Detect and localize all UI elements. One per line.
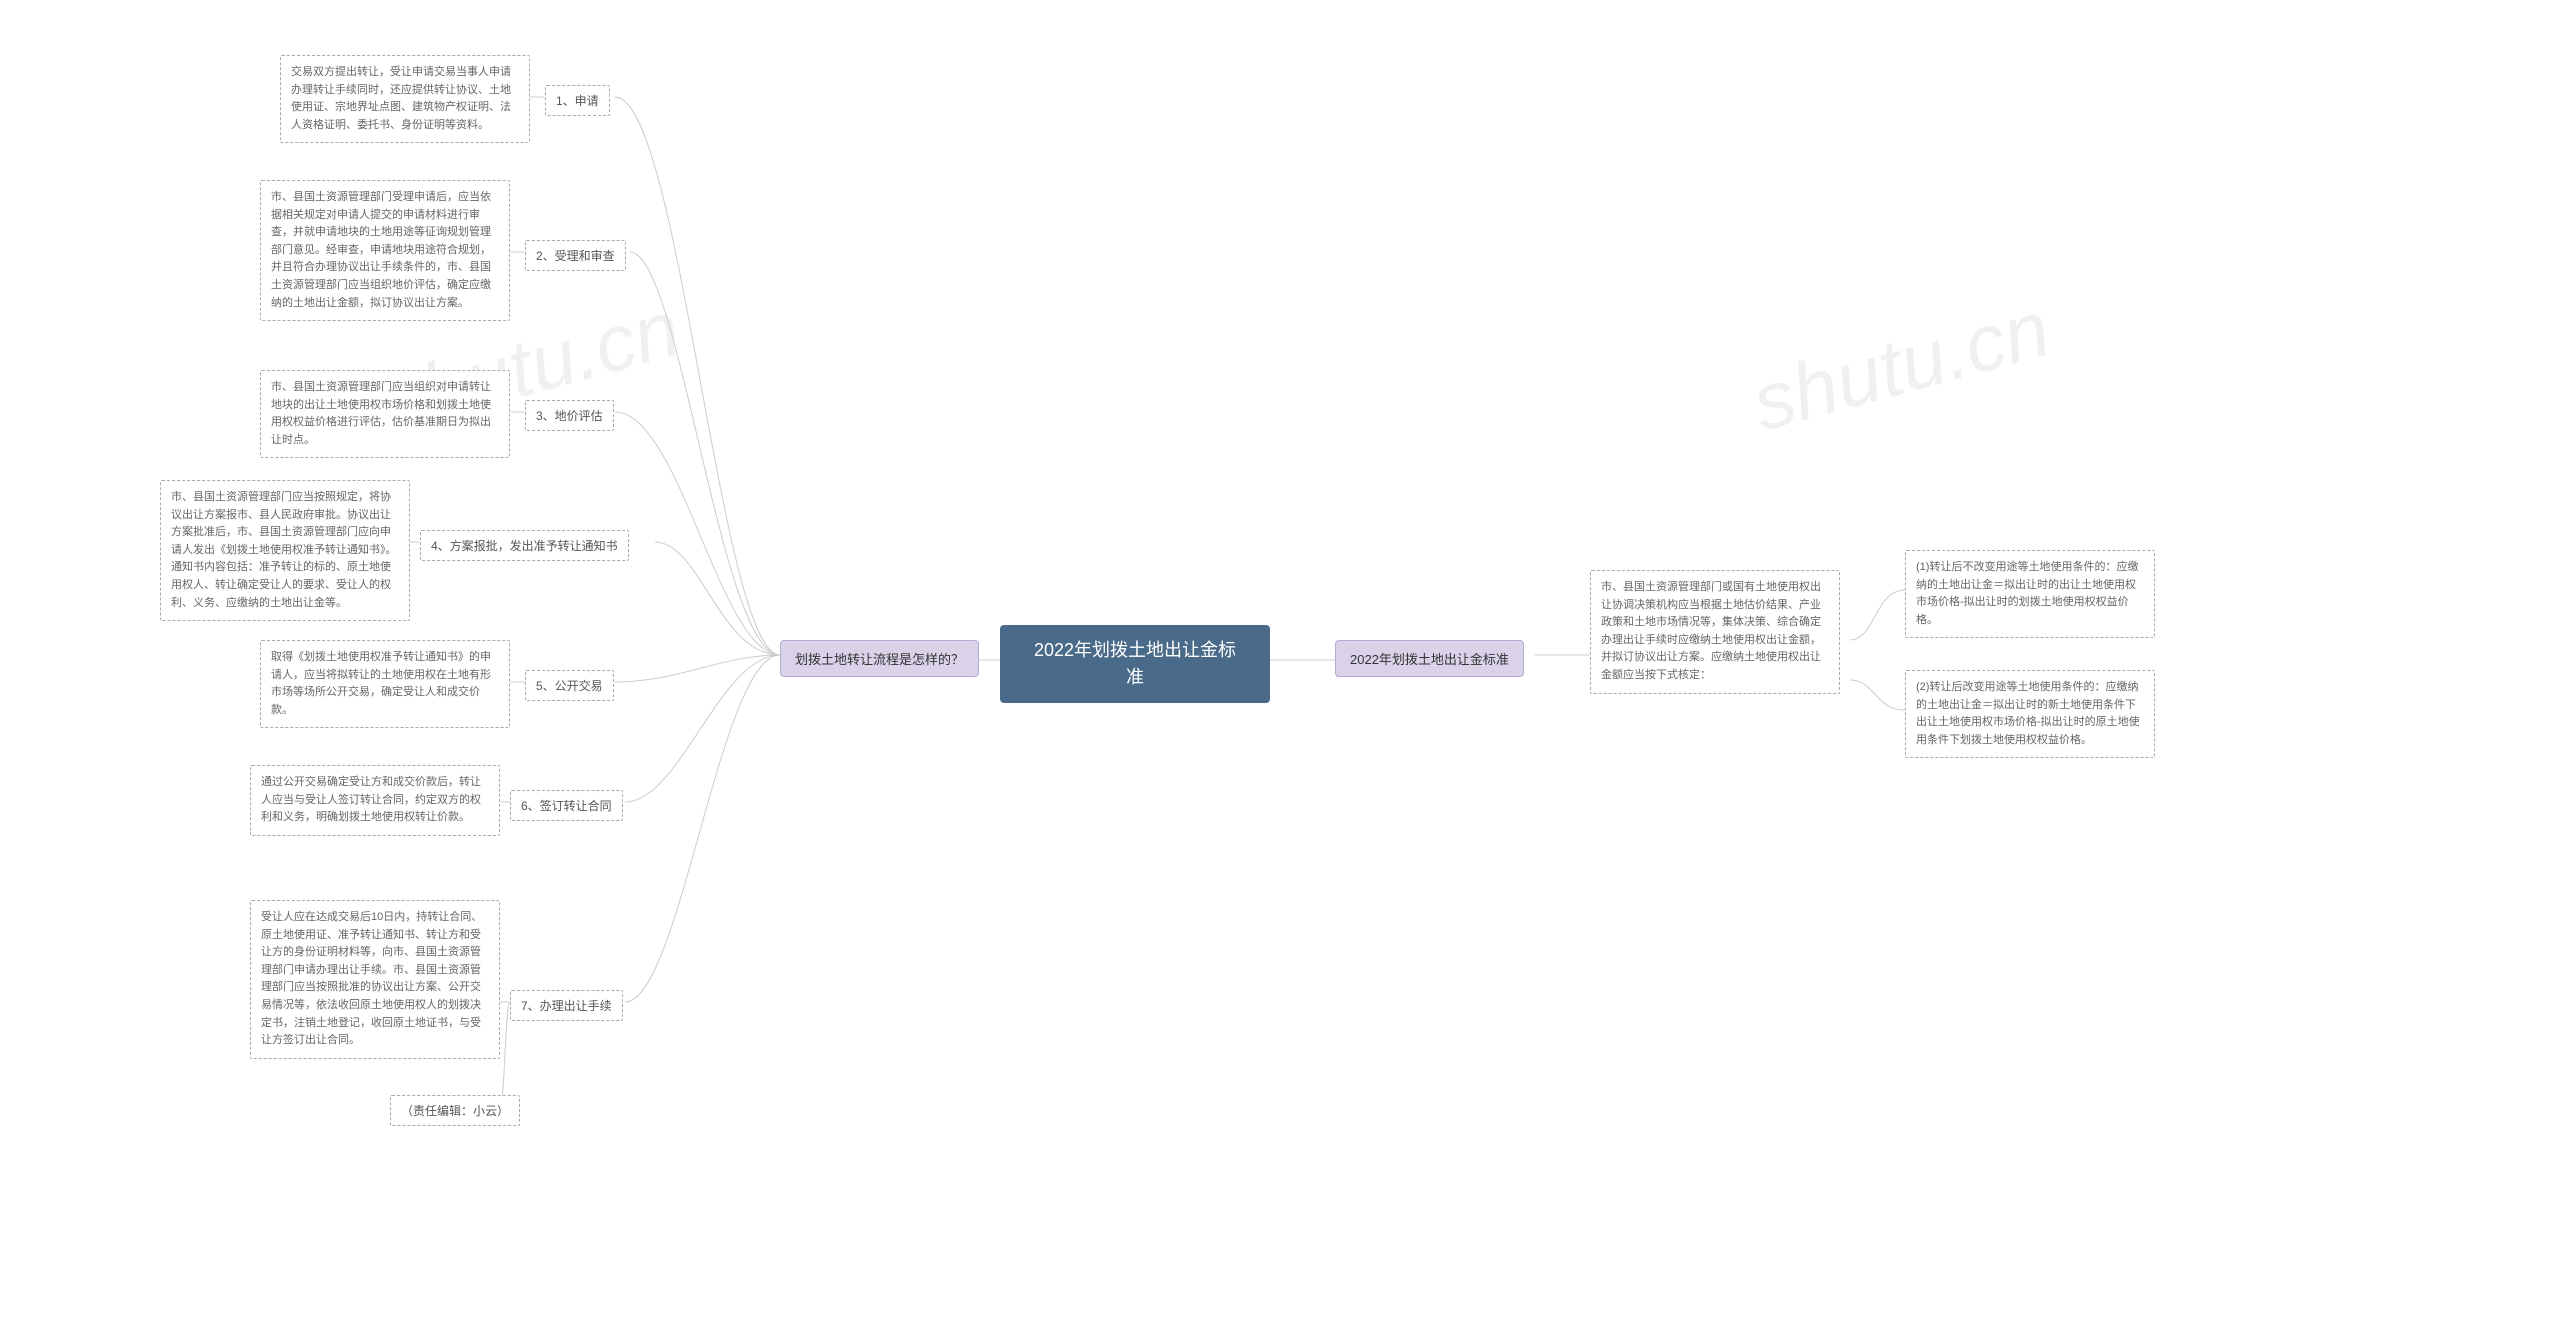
left-step-6[interactable]: 6、签订转让合同	[510, 790, 623, 821]
left-detail-3-text: 市、县国土资源管理部门应当组织对申请转让地块的出让土地使用权市场价格和划拨土地使…	[271, 381, 491, 446]
right-branch-node[interactable]: 2022年划拨土地出让金标准	[1335, 640, 1524, 677]
left-step-7-label: 7、办理出让手续	[521, 999, 612, 1013]
left-detail-1-text: 交易双方提出转让，受让申请交易当事人申请办理转让手续同时，还应提供转让协议、土地…	[291, 66, 511, 131]
right-sub-1-text: (1)转让后不改变用途等土地使用条件的：应缴纳的土地出让金＝拟出让时的出让土地使…	[1916, 561, 2138, 626]
left-detail-2-text: 市、县国土资源管理部门受理申请后，应当依据相关规定对申请人提交的申请材料进行审查…	[271, 191, 491, 309]
left-detail-4: 市、县国土资源管理部门应当按照规定，将协议出让方案报市、县人民政府审批。协议出让…	[160, 480, 410, 621]
left-detail-7: 受让人应在达成交易后10日内，持转让合同、原土地使用证、准予转让通知书、转让方和…	[250, 900, 500, 1059]
right-sub-2-text: (2)转让后改变用途等土地使用条件的：应缴纳的土地出让金＝拟出让时的新土地使用条…	[1916, 681, 2140, 746]
left-detail-4-text: 市、县国土资源管理部门应当按照规定，将协议出让方案报市、县人民政府审批。协议出让…	[171, 491, 397, 609]
left-detail-5-text: 取得《划拨土地使用权准予转让通知书》的申请人，应当将拟转让的土地使用权在土地有形…	[271, 651, 491, 716]
left-step-3-label: 3、地价评估	[536, 409, 603, 423]
left-step-7[interactable]: 7、办理出让手续	[510, 990, 623, 1021]
left-footer-7-text: （责任编辑：小云）	[401, 1104, 509, 1118]
right-branch-label: 2022年划拨土地出让金标准	[1350, 652, 1509, 667]
center-title: 2022年划拨土地出让金标准	[1034, 640, 1236, 687]
right-detail: 市、县国土资源管理部门或国有土地使用权出让协调决策机构应当根据土地估价结果、产业…	[1590, 570, 1840, 694]
left-step-2[interactable]: 2、受理和审查	[525, 240, 626, 271]
left-detail-3: 市、县国土资源管理部门应当组织对申请转让地块的出让土地使用权市场价格和划拨土地使…	[260, 370, 510, 458]
right-sub-1: (1)转让后不改变用途等土地使用条件的：应缴纳的土地出让金＝拟出让时的出让土地使…	[1905, 550, 2155, 638]
right-detail-text: 市、县国土资源管理部门或国有土地使用权出让协调决策机构应当根据土地估价结果、产业…	[1601, 581, 1821, 681]
left-step-4[interactable]: 4、方案报批，发出准予转让通知书	[420, 530, 629, 561]
left-detail-5: 取得《划拨土地使用权准予转让通知书》的申请人，应当将拟转让的土地使用权在土地有形…	[260, 640, 510, 728]
left-footer-7: （责任编辑：小云）	[390, 1095, 520, 1126]
center-node[interactable]: 2022年划拨土地出让金标准	[1000, 625, 1270, 703]
left-detail-7-text: 受让人应在达成交易后10日内，持转让合同、原土地使用证、准予转让通知书、转让方和…	[261, 911, 482, 1046]
left-step-3[interactable]: 3、地价评估	[525, 400, 614, 431]
right-sub-2: (2)转让后改变用途等土地使用条件的：应缴纳的土地出让金＝拟出让时的新土地使用条…	[1905, 670, 2155, 758]
left-step-5[interactable]: 5、公开交易	[525, 670, 614, 701]
left-step-2-label: 2、受理和审查	[536, 249, 615, 263]
left-detail-2: 市、县国土资源管理部门受理申请后，应当依据相关规定对申请人提交的申请材料进行审查…	[260, 180, 510, 321]
left-step-4-label: 4、方案报批，发出准予转让通知书	[431, 539, 618, 553]
left-detail-6: 通过公开交易确定受让方和成交价款后，转让人应当与受让人签订转让合同，约定双方的权…	[250, 765, 500, 836]
watermark-2: shutu.cn	[1743, 282, 2059, 449]
left-step-6-label: 6、签订转让合同	[521, 799, 612, 813]
left-step-1-label: 1、申请	[556, 94, 599, 108]
left-detail-1: 交易双方提出转让，受让申请交易当事人申请办理转让手续同时，还应提供转让协议、土地…	[280, 55, 530, 143]
left-step-5-label: 5、公开交易	[536, 679, 603, 693]
left-step-1[interactable]: 1、申请	[545, 85, 610, 116]
left-detail-6-text: 通过公开交易确定受让方和成交价款后，转让人应当与受让人签订转让合同，约定双方的权…	[261, 776, 481, 823]
left-branch-label: 划拨土地转让流程是怎样的？	[795, 652, 964, 667]
left-branch-node[interactable]: 划拨土地转让流程是怎样的？	[780, 640, 979, 677]
